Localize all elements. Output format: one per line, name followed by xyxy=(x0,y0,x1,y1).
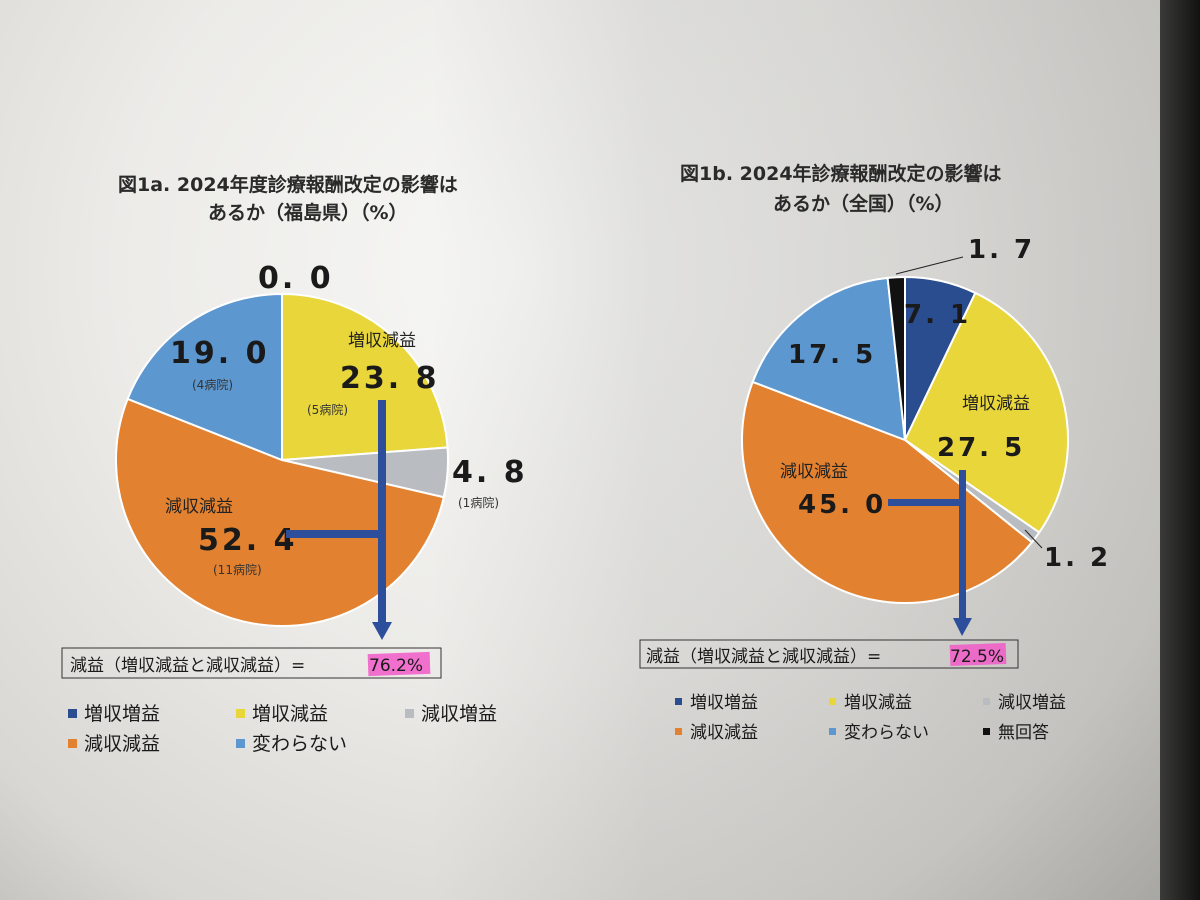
legend-1b-swatch-genshu-genneki xyxy=(675,728,682,735)
legend-1b-zoushu-genneki: 増収減益 xyxy=(844,693,912,713)
legend-1a-swatch-genshu-genneki xyxy=(68,739,77,748)
legend-1a-kawaranai: 変わらない xyxy=(252,733,347,755)
legend-1a-swatch-zoushu-zoueki xyxy=(68,709,77,718)
chart-1a-slice-1 xyxy=(281,292,449,462)
chart-1b-legend: 増収増益 増収減益 減収増益 減収減益 変わらない 無回答 xyxy=(675,693,1066,743)
chart-1a-cat-zoushu-genneki: 増収減益 xyxy=(348,331,416,351)
chart-1b-label-kawaranai: 17. 5 xyxy=(788,340,876,370)
chart-1a-label-kawaranai: 19. 0 xyxy=(170,336,269,371)
chart-1a-count-zoushu-genneki: (5病院) xyxy=(307,402,348,417)
legend-1b-genshu-zoueki: 減収増益 xyxy=(998,693,1066,713)
legend-1b-zoushu-zoueki: 増収増益 xyxy=(690,693,758,713)
chart-1b-summary-text: 減益（増収減益と減収減益）= xyxy=(646,647,881,667)
legend-1b-swatch-kawaranai xyxy=(829,728,836,735)
chart-1a-cat-genshu-genneki: 減収減益 xyxy=(165,497,233,517)
chart-1b-cat-genshu-genneki: 減収減益 xyxy=(780,462,848,482)
chart-1a-sum-arrow xyxy=(286,400,392,640)
chart-1b-sum-arrow xyxy=(888,470,972,636)
chart-1b-slice-5 xyxy=(886,275,906,441)
legend-1a-genshu-genneki: 減収減益 xyxy=(84,733,160,755)
legend-1b-swatch-mukaitou xyxy=(983,728,990,735)
page-edge xyxy=(1160,0,1200,900)
chart-1a-count-genshu-zoueki: (1病院) xyxy=(458,495,499,510)
chart-1a-summary-text: 減益（増収減益と減収減益）= xyxy=(70,656,305,676)
chart-1b-title-line1: 図1b. 2024年診療報酬改定の影響は xyxy=(680,162,1002,185)
chart-1b-slice-4 xyxy=(751,276,907,442)
chart-1a-slice-3 xyxy=(115,397,445,628)
chart-1b-label-zoushu-zoueki: 7. 1 xyxy=(904,300,971,330)
legend-1a-zoushu-zoueki: 増収増益 xyxy=(84,703,160,725)
legend-1b-swatch-zoushu-zoueki xyxy=(675,698,682,705)
chart-1b-label-zoushu-genneki: 27. 5 xyxy=(937,433,1025,463)
chart-1b-summary-box: 減益（増収減益と減収減益）= 72.5% xyxy=(639,639,1019,669)
legend-1a-zoushu-genneki: 増収減益 xyxy=(252,703,328,725)
chart-1b-summary-value: 72.5% xyxy=(950,647,1004,667)
legend-1a-swatch-zoushu-genneki xyxy=(236,709,245,718)
legend-1a-swatch-genshu-zoueki xyxy=(405,709,414,718)
chart-1b-title-line2: あるか（全国）（%） xyxy=(773,192,954,215)
chart-1b-leader-genshu-zoueki xyxy=(1024,529,1043,549)
chart-1a-label-genshu-genneki: 52. 4 xyxy=(198,523,297,558)
chart-1b-label-genshu-genneki: 45. 0 xyxy=(798,490,886,520)
legend-1b-kawaranai: 変わらない xyxy=(844,723,929,743)
chart-1a-count-genshu-genneki: (11病院) xyxy=(213,562,262,577)
chart-1b-cat-zoushu-genneki: 増収減益 xyxy=(962,394,1030,414)
legend-1b-mukaitou: 無回答 xyxy=(998,723,1049,743)
chart-1a-title-line2: あるか（福島県）（%） xyxy=(208,201,408,224)
chart-1a-pie xyxy=(115,292,449,628)
chart-1a-legend: 増収増益 増収減益 減収増益 減収減益 変わらない xyxy=(68,703,497,755)
chart-1a-slice-4 xyxy=(126,292,283,462)
chart-1b-label-genshu-zoueki: 1. 2 xyxy=(1044,543,1111,573)
legend-1a-swatch-kawaranai xyxy=(236,739,245,748)
chart-1a-label-zoushu-zoueki: 0. 0 xyxy=(258,261,334,296)
chart-1b-label-mukaitou: 1. 7 xyxy=(968,235,1035,265)
chart-1a-label-genshu-zoueki: 4. 8 xyxy=(452,455,528,490)
legend-1b-swatch-zoushu-genneki xyxy=(829,698,836,705)
legend-1b-swatch-genshu-zoueki xyxy=(983,698,990,705)
legend-1b-genshu-genneki: 減収減益 xyxy=(690,723,758,743)
chart-1a: 図1a. 2024年度診療報酬改定の影響は あるか（福島県）（%） 0. 0 増… xyxy=(61,173,528,755)
chart-1a-count-kawaranai: (4病院) xyxy=(192,377,233,392)
chart-1b-slice-1 xyxy=(903,291,1069,534)
chart-1b: 図1b. 2024年診療報酬改定の影響は あるか（全国）（%） 1. 7 7. … xyxy=(639,162,1111,743)
chart-1a-title-line1: 図1a. 2024年度診療報酬改定の影響は xyxy=(118,173,458,196)
chart-1b-leader-mukaitou xyxy=(895,256,964,275)
chart-1a-label-zoushu-genneki: 23. 8 xyxy=(340,361,439,396)
chart-1a-summary-box: 減益（増収減益と減収減益）= 76.2% xyxy=(61,647,442,679)
legend-1a-genshu-zoueki: 減収増益 xyxy=(421,703,497,725)
chart-1a-summary-value: 76.2% xyxy=(369,656,423,676)
